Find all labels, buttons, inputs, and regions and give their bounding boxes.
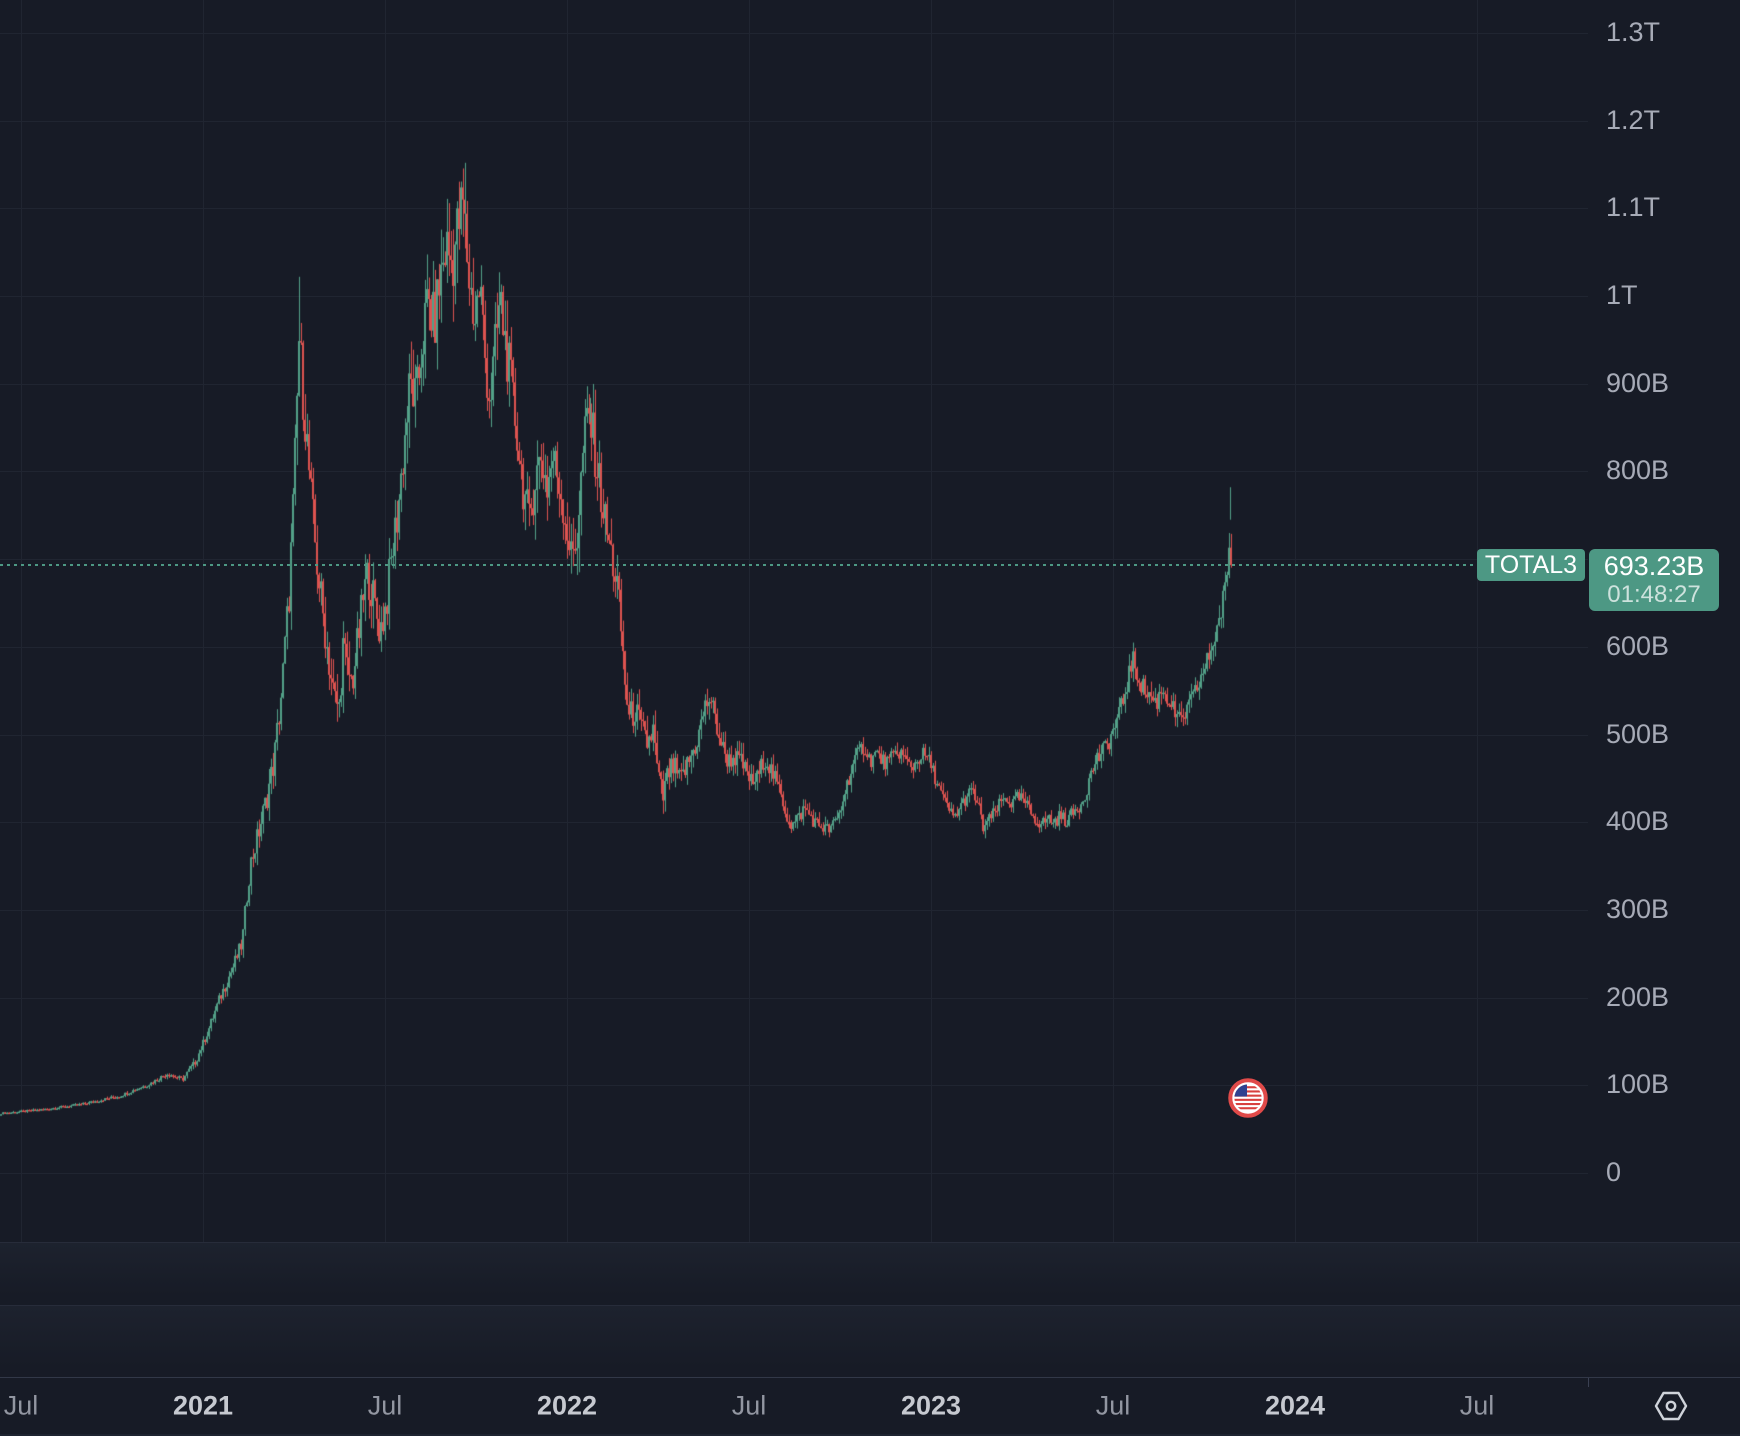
y-axis-label: 500B: [1606, 718, 1670, 749]
us-flag-icon[interactable]: [1228, 1078, 1268, 1118]
y-axis-label: 1.1T: [1606, 191, 1661, 222]
last-price-chip: 693.23B 01:48:27: [1589, 549, 1719, 611]
last-price-value: 693.23B: [1603, 551, 1705, 582]
y-axis-label: 900B: [1606, 367, 1670, 398]
y-axis-label: 300B: [1606, 893, 1670, 924]
y-axis-label: 400B: [1606, 805, 1670, 836]
y-axis-label: 1T: [1606, 279, 1638, 310]
x-axis-label: Jul: [367, 1390, 403, 1421]
y-axis-label: 0: [1606, 1156, 1622, 1187]
x-axis-label: Jul: [1459, 1390, 1495, 1421]
x-axis-label: Jul: [731, 1390, 767, 1421]
x-axis-label: Jul: [1095, 1390, 1131, 1421]
x-axis-label: 2021: [172, 1390, 234, 1421]
bar-countdown: 01:48:27: [1607, 580, 1701, 608]
candlestick-canvas[interactable]: [0, 0, 1588, 1242]
last-price-line: [0, 564, 1477, 566]
x-axis-label: 2023: [900, 1390, 962, 1421]
settings-gear-button[interactable]: [1652, 1389, 1690, 1423]
gear-icon: [1654, 1391, 1688, 1421]
symbol-label-chip: TOTAL3: [1477, 549, 1585, 581]
plot-area[interactable]: [0, 0, 1588, 1242]
y-axis-label: 800B: [1606, 454, 1670, 485]
time-axis[interactable]: Jul 2021 Jul 2022 Jul 2023 Jul 2024 Jul: [0, 1377, 1740, 1436]
empty-pane-band: [0, 1305, 1740, 1378]
y-axis-label: 1.2T: [1606, 104, 1661, 135]
x-axis-label: 2022: [536, 1390, 598, 1421]
symbol-label: TOTAL3: [1484, 550, 1578, 579]
y-axis-label: 600B: [1606, 630, 1670, 661]
x-axis-label: 2024: [1264, 1390, 1326, 1421]
axis-corner-tick: [1588, 1378, 1589, 1387]
price-scale[interactable]: 1.3T 1.2T 1.1T 1T 900B 800B 600B 500B 400B 300B 20…: [1588, 0, 1740, 1242]
x-axis-label: Jul: [3, 1390, 39, 1421]
y-axis-label: 100B: [1606, 1068, 1670, 1099]
empty-pane-band: [0, 1242, 1740, 1305]
y-axis-label: 200B: [1606, 981, 1670, 1012]
y-axis-label: 1.3T: [1606, 16, 1661, 47]
